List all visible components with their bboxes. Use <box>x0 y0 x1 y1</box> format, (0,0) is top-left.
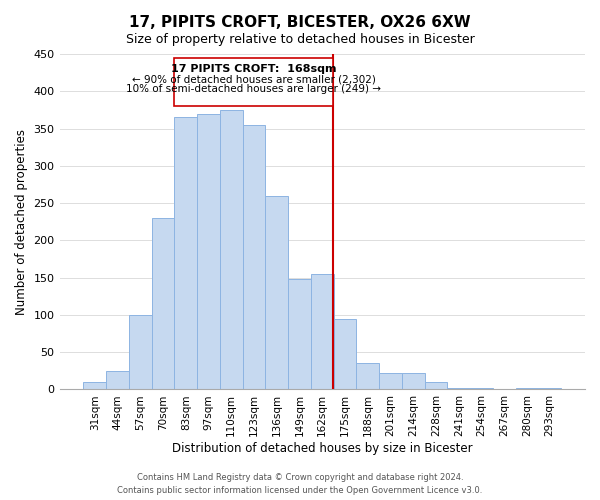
Text: Size of property relative to detached houses in Bicester: Size of property relative to detached ho… <box>125 32 475 46</box>
Bar <box>129 315 152 390</box>
Bar <box>83 382 106 390</box>
Bar <box>538 388 561 390</box>
Y-axis label: Number of detached properties: Number of detached properties <box>15 128 28 314</box>
Bar <box>356 364 379 390</box>
Bar <box>402 373 425 390</box>
Bar <box>265 196 288 390</box>
Text: 10% of semi-detached houses are larger (249) →: 10% of semi-detached houses are larger (… <box>126 84 381 94</box>
Bar <box>242 125 265 390</box>
Text: ← 90% of detached houses are smaller (2,302): ← 90% of detached houses are smaller (2,… <box>131 74 376 84</box>
Bar <box>106 371 129 390</box>
Bar <box>220 110 242 390</box>
Bar <box>379 373 402 390</box>
Text: 17, PIPITS CROFT, BICESTER, OX26 6XW: 17, PIPITS CROFT, BICESTER, OX26 6XW <box>129 15 471 30</box>
Bar <box>470 388 493 390</box>
X-axis label: Distribution of detached houses by size in Bicester: Distribution of detached houses by size … <box>172 442 473 455</box>
Bar <box>152 218 175 390</box>
Bar <box>425 382 448 390</box>
Bar <box>175 118 197 390</box>
Bar <box>288 279 311 390</box>
Bar <box>448 388 470 390</box>
Bar <box>334 318 356 390</box>
Text: 17 PIPITS CROFT:  168sqm: 17 PIPITS CROFT: 168sqm <box>171 64 336 74</box>
Bar <box>311 274 334 390</box>
Text: Contains HM Land Registry data © Crown copyright and database right 2024.
Contai: Contains HM Land Registry data © Crown c… <box>118 474 482 495</box>
Bar <box>197 114 220 390</box>
FancyBboxPatch shape <box>175 58 332 106</box>
Bar <box>515 388 538 390</box>
